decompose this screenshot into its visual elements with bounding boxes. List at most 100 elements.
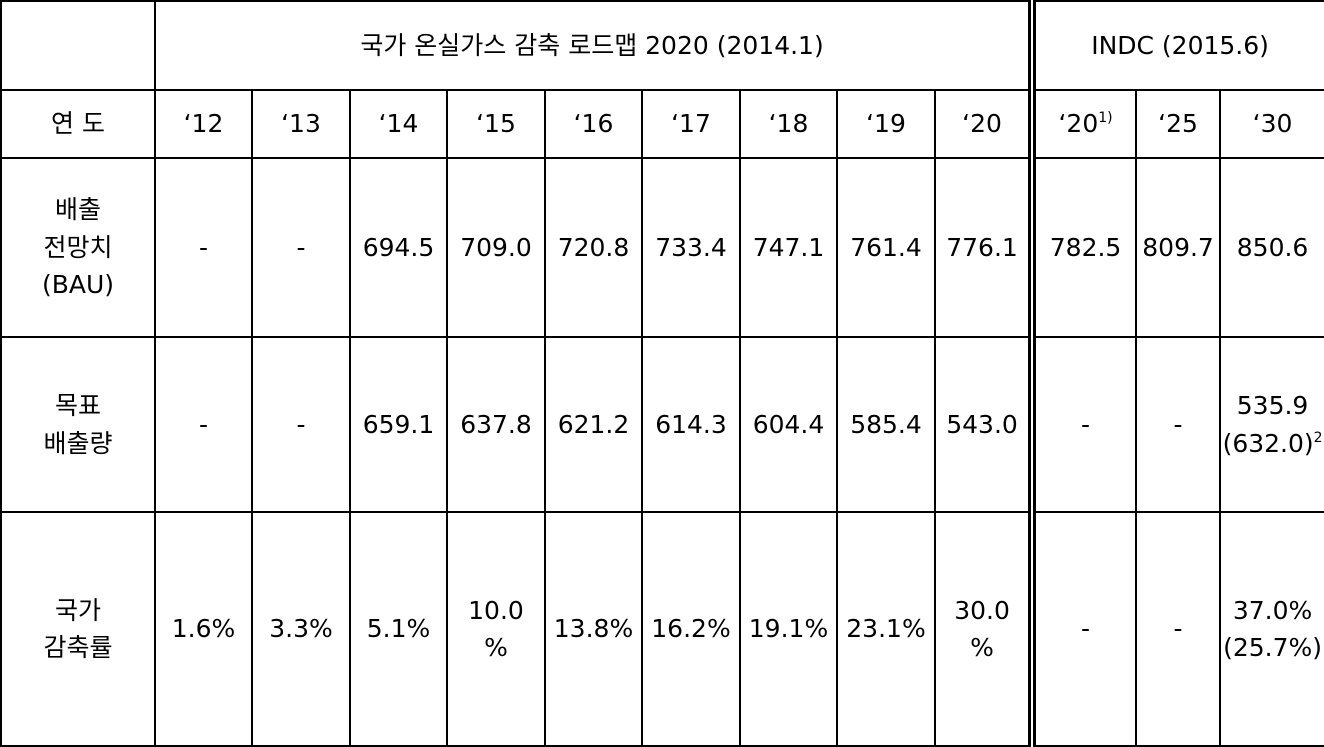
year-cell: ‘13: [251, 89, 351, 159]
cell-text: 604.4: [752, 409, 825, 439]
cell-line: 535.9: [1236, 391, 1309, 420]
cell-line: ‘201): [1058, 109, 1113, 139]
cell-text: 747.1: [752, 232, 825, 262]
cell-line: (632.0)2: [1222, 428, 1323, 458]
year-cell: ‘18: [739, 89, 838, 159]
table-row: 국가 감축률 1.6% 3.3% 5.1% 10.0% 13.8% 16.2% 19.1% 23.…: [0, 511, 1324, 747]
value-cell: 782.5: [1028, 157, 1138, 338]
cell-line: %: [484, 633, 508, 662]
cell-text: -: [296, 409, 306, 439]
label-text: 연 도: [51, 109, 105, 139]
cell-text: 13.8%: [553, 614, 634, 644]
cell-text: 23.1%: [846, 614, 926, 644]
cell-text: ‘20: [962, 109, 1002, 139]
value-cell: 809.7: [1135, 157, 1222, 338]
value-cell: 1.6%: [154, 511, 253, 747]
cell-line: 목표: [54, 391, 101, 420]
cell-text: 809.7: [1142, 232, 1214, 262]
cell-text: 709.0: [460, 232, 532, 262]
value-cell: 10.0%: [446, 511, 546, 747]
cell-text: ‘14: [378, 109, 419, 139]
value-cell: 850.6: [1219, 157, 1324, 338]
cell-line: 배출: [54, 195, 101, 225]
header-text: INDC (2015.6): [1091, 30, 1269, 60]
header-cell: 국가 온실가스 감축 로드맵 2020 (2014.1): [153, 0, 1034, 91]
value-cell: 747.1: [739, 157, 838, 338]
cell-text: -: [1173, 614, 1183, 644]
cell-text: 5.1%: [366, 614, 431, 644]
cell-text: -: [198, 232, 209, 262]
value-cell: -: [251, 336, 351, 513]
value-cell: -: [1028, 336, 1138, 513]
value-cell: 13.8%: [544, 511, 643, 747]
value-cell: 535.9 (632.0)2: [1219, 336, 1324, 513]
value-cell: 761.4: [836, 157, 936, 338]
cell-text: ‘17: [671, 109, 711, 139]
value-cell: 585.4: [836, 336, 936, 513]
table-row: 연 도 ‘12 ‘13 ‘14 ‘15 ‘16 ‘17 ‘18 ‘19 ‘20 ‘201) ‘25 ‘3…: [0, 89, 1324, 159]
cell-line: 전망치: [43, 232, 113, 262]
header-text: 국가 온실가스 감축 로드맵 2020 (2014.1): [360, 30, 824, 60]
cell-text: 1.6%: [171, 614, 236, 644]
cell-text: -: [198, 409, 209, 439]
value-cell: 720.8: [544, 157, 643, 338]
year-cell: ‘20: [933, 89, 1034, 159]
value-cell: 16.2%: [641, 511, 741, 747]
value-cell: -: [154, 157, 253, 338]
cell-line: 30.0: [954, 595, 1010, 625]
value-cell: 776.1: [933, 157, 1034, 338]
corner-cell: [0, 0, 156, 91]
value-cell: 733.4: [641, 157, 741, 338]
value-cell: 19.1%: [739, 511, 838, 747]
year-cell: ‘30: [1219, 89, 1324, 159]
value-cell: -: [1135, 336, 1222, 513]
cell-text: ‘25: [1158, 109, 1198, 139]
value-cell: 694.5: [349, 157, 448, 338]
year-cell: ‘14: [349, 89, 448, 159]
value-cell: 621.2: [544, 336, 643, 513]
value-cell: 604.4: [739, 336, 838, 513]
value-cell: -: [154, 336, 253, 513]
cell-text: -: [1081, 409, 1091, 439]
cell-text: ‘16: [573, 109, 614, 139]
cell-line: 배출량: [43, 428, 113, 458]
cell-text: 3.3%: [269, 614, 333, 644]
cell-text: 543.0: [946, 409, 1018, 439]
cell-text: ‘18: [768, 109, 809, 139]
cell-line: (BAU): [41, 270, 115, 300]
cell-text: 733.4: [655, 232, 727, 262]
value-cell: 543.0: [933, 336, 1034, 513]
cell-text: 782.5: [1049, 232, 1122, 262]
cell-text: 776.1: [946, 232, 1018, 262]
cell-text: 659.1: [362, 409, 435, 439]
cell-line: (25.7%): [1223, 633, 1323, 662]
superscript: 2: [1313, 429, 1323, 446]
cell-text: ‘19: [866, 109, 906, 139]
row-label: 연 도: [0, 89, 156, 159]
cell-text: -: [1081, 614, 1091, 644]
cell-line: 37.0%: [1232, 595, 1313, 625]
cell-text: 761.4: [850, 232, 922, 262]
header-cell: INDC (2015.6): [1028, 0, 1324, 91]
year-cell: ‘25: [1135, 89, 1222, 159]
value-cell: 5.1%: [349, 511, 448, 747]
value-cell: 30.0%: [933, 511, 1034, 747]
superscript: 1): [1098, 110, 1113, 127]
year-cell: ‘19: [836, 89, 936, 159]
value-cell: 637.8: [446, 336, 546, 513]
value-cell: 37.0% (25.7%): [1219, 511, 1324, 747]
cell-line: %: [970, 633, 994, 662]
cell-text: 585.4: [850, 409, 922, 439]
cell-line: 국가: [54, 595, 101, 625]
cell-text: ‘15: [476, 109, 516, 139]
row-label: 국가 감축률: [0, 511, 156, 747]
value-cell: 659.1: [349, 336, 448, 513]
value-cell: 709.0: [446, 157, 546, 338]
cell-text: ‘30: [1252, 109, 1293, 139]
cell-line: 10.0: [468, 595, 524, 625]
cell-text: ‘13: [281, 109, 321, 139]
cell-text: -: [1173, 409, 1183, 439]
